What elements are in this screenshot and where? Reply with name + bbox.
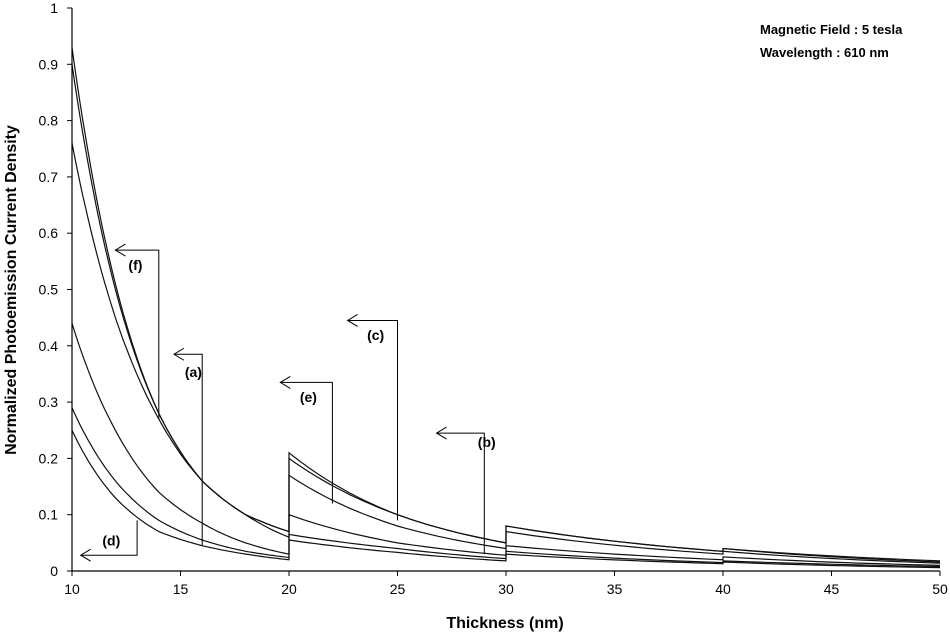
callout-arrowhead (346, 314, 358, 327)
series-line-f (71, 407, 941, 568)
axes: 10 15 20 25 30 35 40 45 50 0 0.1 0.2 0.3 0.4 0.5 0.6 0.7… (39, 0, 948, 597)
callout-a: (a) (173, 347, 203, 546)
series-line-d (71, 430, 941, 569)
x-tick-label: 40 (715, 581, 731, 597)
callout-leader (80, 520, 138, 556)
callout-leader (173, 353, 203, 546)
callout-label: (d) (102, 533, 120, 549)
callout-arrowhead (173, 347, 185, 361)
y-tick-label: 0.1 (39, 507, 59, 523)
callout-b: (b) (435, 426, 496, 555)
y-tick-label: 0.9 (39, 56, 59, 72)
callout-d: (d) (79, 520, 138, 562)
x-tick-label: 45 (824, 581, 840, 597)
x-axis-title: Thickness (nm) (446, 615, 563, 632)
y-tick-label: 0.3 (39, 394, 59, 410)
callout-leader (115, 249, 160, 419)
x-tick-label: 50 (932, 581, 948, 597)
callout-arrowhead (279, 375, 291, 389)
callout-leader (280, 381, 333, 504)
callout-arrowhead (435, 426, 447, 440)
y-tick-label: 0.6 (39, 225, 59, 241)
callout-label: (b) (478, 434, 496, 450)
x-tick-label: 15 (173, 581, 189, 597)
x-tick-label: 30 (498, 581, 514, 597)
callout-arrowhead (79, 548, 91, 562)
series-line-b (71, 323, 941, 566)
callout-annotations: (a) (b) (c) (d) (e) (f) (79, 243, 496, 562)
callout-label: (c) (367, 327, 384, 343)
y-tick-label: 0.2 (39, 450, 59, 466)
x-tick-label: 35 (607, 581, 623, 597)
y-axis-title: Normalized Photoemission Current Density (3, 125, 20, 455)
y-tick-label: 1 (50, 0, 58, 16)
callout-arrowhead (114, 243, 126, 257)
callout-leader (436, 432, 485, 555)
series-line-a (71, 142, 941, 564)
callout-label: (a) (185, 364, 202, 380)
y-tick-label: 0.8 (39, 113, 59, 129)
magnetic-field-label: Magnetic Field : 5 tesla (760, 22, 903, 37)
callout-f: (f) (114, 243, 160, 419)
wavelength-label: Wavelength : 610 nm (760, 45, 889, 60)
y-tick-label: 0.5 (39, 282, 59, 298)
info-box: Magnetic Field : 5 tesla Wavelength : 61… (760, 22, 903, 60)
callout-label: (f) (128, 257, 142, 273)
callout-c: (c) (346, 314, 398, 521)
callout-e: (e) (279, 375, 333, 504)
y-tick-label: 0.4 (39, 338, 59, 354)
series-line-e (71, 47, 941, 562)
x-tick-label: 20 (281, 581, 297, 597)
callout-leader (347, 319, 398, 521)
y-tick-label: 0.7 (39, 169, 59, 185)
series-curves (71, 47, 941, 569)
y-tick-label: 0 (50, 563, 58, 579)
callout-label: (e) (300, 389, 317, 405)
x-tick-label: 10 (64, 581, 80, 597)
x-tick-label: 25 (390, 581, 406, 597)
